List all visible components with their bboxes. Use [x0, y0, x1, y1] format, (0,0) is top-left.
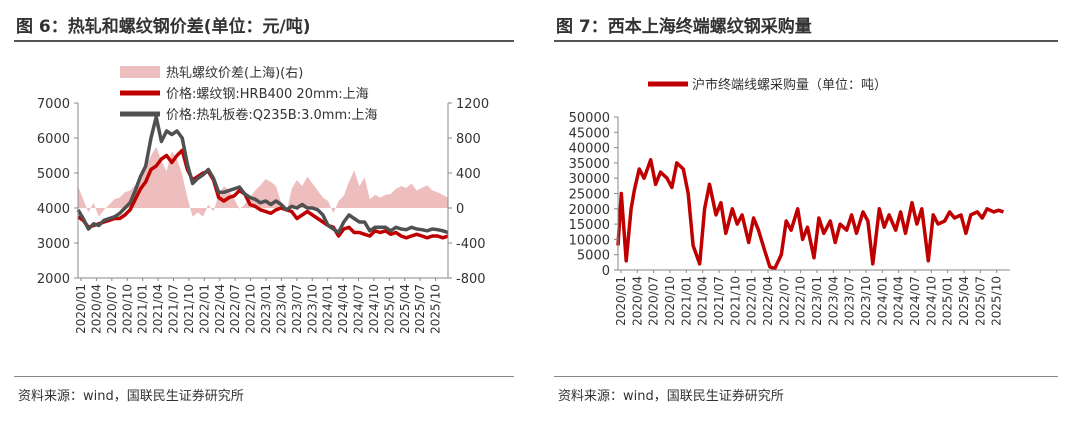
- x-tick-label: 2024/07: [908, 276, 922, 326]
- x-tick-label: 2020/10: [120, 284, 134, 334]
- y-tick-label-left: 4000: [37, 202, 70, 217]
- x-tick-label: 2022/10: [794, 276, 808, 326]
- y-tick-label: 50000: [569, 111, 610, 126]
- x-tick-label: 2021/10: [728, 276, 742, 326]
- title-rule: [14, 40, 514, 42]
- x-tick-label: 2025/04: [398, 284, 412, 334]
- x-tick-label: 2025/07: [413, 284, 427, 334]
- legend: 沪市终端线螺采购量（单位：吨）: [648, 77, 887, 93]
- x-tick-label: 2022/01: [197, 284, 211, 334]
- legend-label: 价格:热轧板卷:Q235B:3.0mm:上海: [166, 107, 378, 123]
- x-tick-label: 2020/10: [663, 276, 677, 326]
- legend-swatch: [120, 66, 160, 78]
- y-tick-label-right: 0: [456, 202, 464, 217]
- x-tick-label: 2020/07: [647, 276, 661, 326]
- x-tick-label: 2025/01: [382, 284, 396, 334]
- x-tick-label: 2022/07: [228, 284, 242, 334]
- x-tick-label: 2021/01: [136, 284, 150, 334]
- x-tick-label: 2024/04: [336, 284, 350, 334]
- x-tick-label: 2025/07: [973, 276, 987, 326]
- x-tick-label: 2022/07: [777, 276, 791, 326]
- price-lines: [76, 115, 449, 240]
- x-tick-label: 2024/01: [321, 284, 335, 334]
- x-tick-label: 2020/01: [614, 276, 628, 326]
- figure-7-chart: 沪市终端线螺采购量（单位：吨） 500004500040000350003000…: [569, 77, 1010, 326]
- x-tick-label: 2022/04: [761, 276, 775, 326]
- y-tick-label: 10000: [569, 233, 610, 248]
- x-tick-label: 2023/04: [826, 276, 840, 326]
- figure-7-title: 图 7：西本上海终端螺纹钢采购量: [556, 17, 812, 37]
- y-tick-label-right: 800: [456, 132, 481, 147]
- x-tick-label: 2021/10: [182, 284, 196, 334]
- x-tick-label: 2023/04: [274, 284, 288, 334]
- y-tick-label-left: 2000: [37, 272, 70, 287]
- x-tick-label: 2024/10: [924, 276, 938, 326]
- y-tick-label-right: -800: [456, 272, 486, 287]
- y-tick-label: 15000: [569, 218, 610, 233]
- x-tick-label: 2021/07: [167, 284, 181, 334]
- figure-6-title: 图 6：热轧和螺纹钢价差(单位：元/吨): [16, 17, 311, 37]
- x-tick-label: 2025/10: [429, 284, 443, 334]
- y-tick-label: 45000: [569, 126, 610, 141]
- source-note: 资料来源：wind，国联民生证券研究所: [18, 389, 244, 404]
- series-purchase-line: [616, 158, 1005, 271]
- x-tick-label: 2021/04: [151, 284, 165, 334]
- x-tick-label: 2023/10: [859, 276, 873, 326]
- y-tick-label-left: 5000: [37, 167, 70, 182]
- y-tick-label: 20000: [569, 203, 610, 218]
- y-tick-label: 0: [602, 264, 610, 279]
- series-hrc-price-line: [76, 115, 449, 235]
- y-tick-label: 35000: [569, 157, 610, 172]
- x-tick-label: 2024/07: [352, 284, 366, 334]
- y-tick-label-right: -400: [456, 237, 486, 252]
- x-tick-label: 2020/01: [74, 284, 88, 334]
- series-spread-area: [78, 146, 448, 217]
- y-tick-label-left: 3000: [37, 237, 70, 252]
- x-tick-label: 2023/01: [810, 276, 824, 326]
- title-rule: [554, 40, 1058, 42]
- y-tick-label: 40000: [569, 142, 610, 157]
- source-rule: [554, 376, 1058, 377]
- y-tick-label-right: 400: [456, 167, 481, 182]
- x-tick-label: 2021/01: [679, 276, 693, 326]
- x-tick-label: 2024/10: [367, 284, 381, 334]
- y-tick-label-right: 1200: [456, 97, 489, 112]
- source-note: 资料来源：wind，国联民生证券研究所: [558, 389, 784, 404]
- x-tick-label: 2024/04: [892, 276, 906, 326]
- legend: 热轧螺纹价差(上海)(右) 价格:螺纹钢:HRB400 20mm:上海价格:热轧板…: [120, 66, 378, 123]
- x-tick-label: 2025/04: [957, 276, 971, 326]
- x-tick-label: 2023/07: [290, 284, 304, 334]
- legend-label: 沪市终端线螺采购量（单位：吨）: [692, 77, 887, 93]
- y-tick-label: 30000: [569, 172, 610, 187]
- x-tick-label: 2023/01: [259, 284, 273, 334]
- x-tick-label: 2020/07: [105, 284, 119, 334]
- x-tick-label: 2021/07: [712, 276, 726, 326]
- figure-6-panel: 图 6：热轧和螺纹钢价差(单位：元/吨) 热轧螺纹价差(上海)(右) 价格:螺纹钢…: [0, 0, 520, 428]
- spread-area-series: [78, 146, 448, 217]
- source-rule: [14, 376, 514, 377]
- x-tick-label: 2020/04: [630, 276, 644, 326]
- y-tick-label-left: 7000: [37, 97, 70, 112]
- x-tick-label: 2022/04: [213, 284, 227, 334]
- x-tick-label: 2022/01: [745, 276, 759, 326]
- x-tick-label: 2023/10: [305, 284, 319, 334]
- series-rebar-price-line: [77, 148, 449, 240]
- legend-label: 热轧螺纹价差(上海)(右): [166, 66, 303, 81]
- x-tick-label: 2024/01: [875, 276, 889, 326]
- x-tick-label: 2020/04: [89, 284, 103, 334]
- x-tick-label: 2021/04: [696, 276, 710, 326]
- y-tick-label-left: 6000: [37, 132, 70, 147]
- legend-label: 价格:螺纹钢:HRB400 20mm:上海: [166, 86, 369, 102]
- x-tick-label: 2023/07: [843, 276, 857, 326]
- x-tick-label: 2025/10: [990, 276, 1004, 326]
- x-tick-label: 2022/10: [244, 284, 258, 334]
- y-tick-label: 25000: [569, 188, 610, 203]
- x-tick-label: 2025/01: [941, 276, 955, 326]
- axes: 5000045000400003500030000250002000015000…: [569, 111, 1010, 326]
- axes: 70006000500040003000200012008004000-400-…: [37, 97, 489, 334]
- figure-6-chart: 热轧螺纹价差(上海)(右) 价格:螺纹钢:HRB400 20mm:上海价格:热轧板…: [37, 66, 489, 334]
- y-tick-label: 5000: [577, 249, 610, 264]
- figure-7-panel: 图 7：西本上海终端螺纹钢采购量 沪市终端线螺采购量（单位：吨） 50000 45…: [540, 0, 1068, 428]
- purchase-line: [616, 158, 1005, 271]
